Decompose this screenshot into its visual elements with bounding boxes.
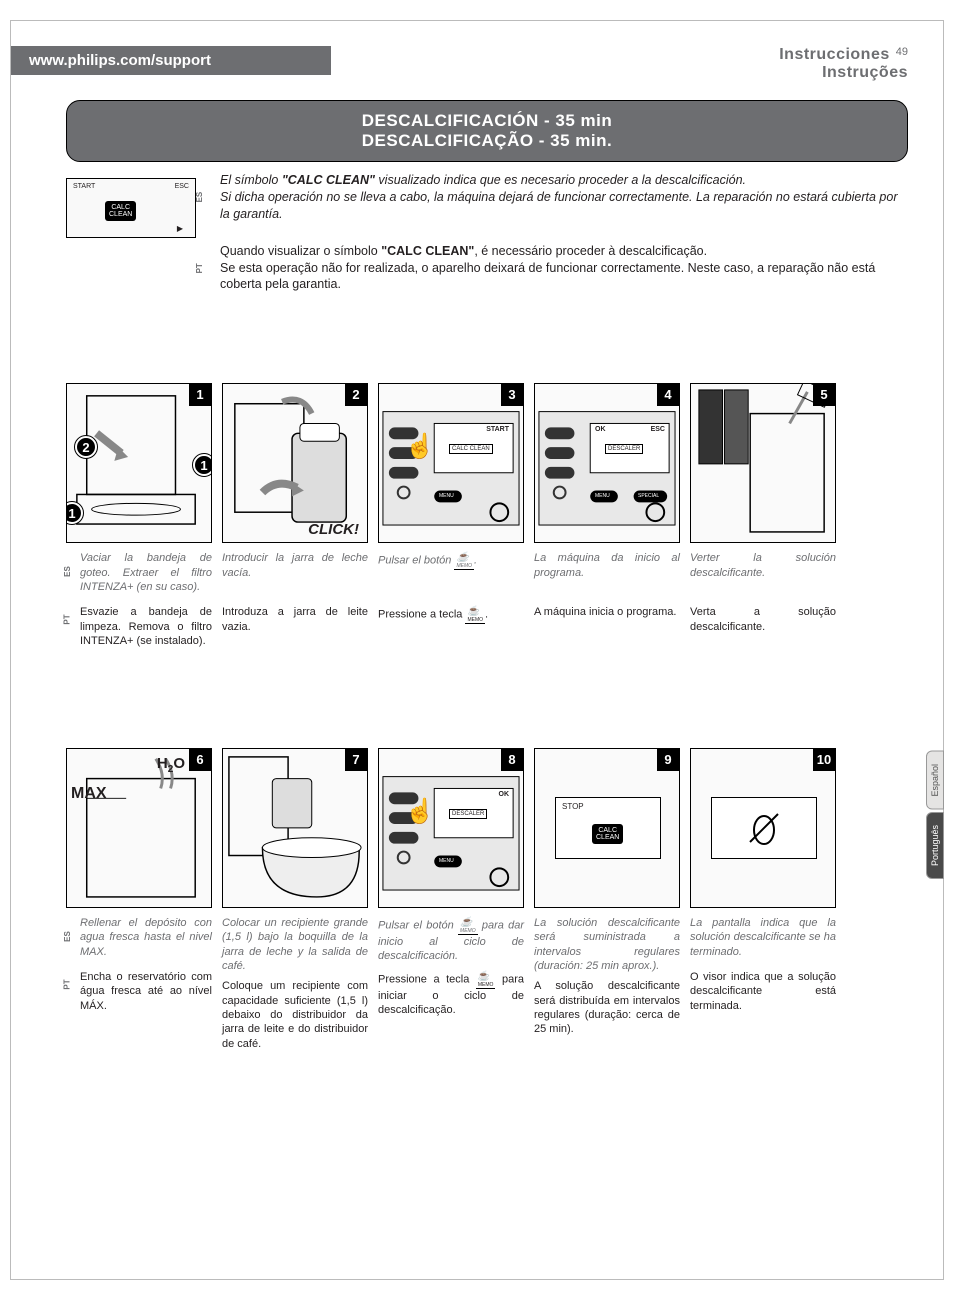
step-6: H2O MAX 6 ES PT Rellenar el depósito con… bbox=[66, 748, 212, 1051]
side-tab-pt[interactable]: Português bbox=[926, 812, 944, 879]
cup-icon: ☕MEMO bbox=[476, 970, 496, 989]
cup-icon: ☕MEMO bbox=[458, 916, 478, 935]
language-side-tabs: Español Português bbox=[926, 751, 944, 881]
intro-pt: PT Quando visualizar o símbolo "CALC CLE… bbox=[206, 243, 908, 294]
step-es-9: La solución descalcificante será suminis… bbox=[534, 916, 680, 973]
step-figure-8: OK DESCALER MENU ☝ 8 bbox=[378, 748, 524, 908]
intro-es-text: El símbolo "CALC CLEAN" visualizado indi… bbox=[220, 173, 898, 221]
arrow-icon: ▶ bbox=[177, 224, 183, 233]
step-2: CLICK! 2 Introducir la jarra de leche va… bbox=[222, 383, 368, 648]
step-figure-3: START CALC CLEAN MENU ☝ 3 bbox=[378, 383, 524, 543]
step-es-3: Pulsar el botón ☕MEMO. bbox=[378, 551, 524, 599]
step-number: 7 bbox=[345, 749, 367, 771]
step-pt-10: O visor indica que a solução descalcific… bbox=[690, 970, 836, 1013]
steps-row-2: H2O MAX 6 ES PT Rellenar el depósito con… bbox=[66, 748, 908, 1051]
section-title: DESCALCIFICACIÓN - 35 min DESCALCIFICAÇÃ… bbox=[66, 100, 908, 162]
step-figure-9: STOP CALCCLEAN 9 bbox=[534, 748, 680, 908]
step-number: 8 bbox=[501, 749, 523, 771]
esc-label: ESC bbox=[175, 183, 189, 190]
page-header: www.philips.com/support Instrucciones49 … bbox=[66, 46, 908, 82]
intro-block: START ESC CALCCLEAN ▶ ES El símbolo "CAL… bbox=[66, 172, 908, 293]
cup-icon: ☕MEMO bbox=[454, 551, 474, 570]
step-number: 5 bbox=[813, 384, 835, 406]
step-figure-1: 1 2 1 1 bbox=[66, 383, 212, 543]
step-figure-7: 7 bbox=[222, 748, 368, 908]
step-5: 5 Verter la solución descalcificante. Ve… bbox=[690, 383, 836, 648]
header-pt: Instruções bbox=[779, 64, 908, 82]
step-3: START CALC CLEAN MENU ☝ 3 Pulsar el botó… bbox=[378, 383, 524, 648]
step-number: 1 bbox=[189, 384, 211, 406]
step-4: OK ESC DESCALER MENU SPECIAL 4 La máquin… bbox=[534, 383, 680, 648]
intro-text: ES El símbolo "CALC CLEAN" visualizado i… bbox=[206, 172, 908, 293]
support-url: www.philips.com/support bbox=[11, 46, 331, 75]
manual-page: www.philips.com/support Instrucciones 49 … bbox=[10, 20, 944, 1280]
step-figure-4: OK ESC DESCALER MENU SPECIAL 4 bbox=[534, 383, 680, 543]
step-pt-4: A máquina inicia o programa. bbox=[534, 605, 680, 645]
step-pt-7: Coloque um recipiente com capacidade suf… bbox=[222, 979, 368, 1050]
step-es-1: Vaciar la bandeja de goteo. Extraer el f… bbox=[80, 551, 212, 599]
es-vtab: ES bbox=[63, 566, 72, 577]
es-tab: ES bbox=[195, 192, 206, 203]
step-10: 10 La pantalla indica que la solución de… bbox=[690, 748, 836, 1051]
lang-side: ES PT bbox=[66, 543, 80, 648]
step-9: STOP CALCCLEAN 9 La solución descalcific… bbox=[534, 748, 680, 1051]
step-pt-2: Introduza a jarra de leite vazia. bbox=[222, 605, 368, 645]
start-label: START bbox=[73, 183, 95, 190]
step-es-2: Introducir la jarra de leche vacía. bbox=[222, 551, 368, 599]
step-es-7: Colocar un recipiente grande (1,5 l) baj… bbox=[222, 916, 368, 973]
step-pt-5: Verta a solução descalcificante. bbox=[690, 605, 836, 645]
step-pt-9: A solução descalcificante será distribuí… bbox=[534, 979, 680, 1036]
step-figure-6: H2O MAX 6 bbox=[66, 748, 212, 908]
calc-clean-badge: CALCCLEAN bbox=[105, 201, 136, 221]
step-es-10: La pantalla indica que la solución desca… bbox=[690, 916, 836, 964]
step-number: 3 bbox=[501, 384, 523, 406]
es-vtab: ES bbox=[63, 931, 72, 942]
step-pt-8: Pressione a tecla ☕MEMO para iniciar o c… bbox=[378, 970, 524, 1018]
step-number: 6 bbox=[189, 749, 211, 771]
header-titles: Instrucciones 49 Instruções bbox=[779, 46, 908, 82]
step-pt-3: Pressione a tecla ☕MEMO. bbox=[378, 605, 524, 645]
page-number: 49 bbox=[896, 46, 908, 58]
step-figure-2: CLICK! 2 bbox=[222, 383, 368, 543]
calc-clean-display: START ESC CALCCLEAN ▶ bbox=[66, 178, 196, 238]
step-number: 10 bbox=[813, 749, 835, 771]
step-es-5: Verter la solución descalcificante. bbox=[690, 551, 836, 599]
step-es-4: La máquina da inicio al programa. bbox=[534, 551, 680, 599]
step-8: OK DESCALER MENU ☝ 8 Pulsar el botón ☕ME… bbox=[378, 748, 524, 1051]
step-figure-10: 10 bbox=[690, 748, 836, 908]
intro-es: ES El símbolo "CALC CLEAN" visualizado i… bbox=[206, 172, 908, 223]
step-pt-6: Encha o reservatório com água fresca até… bbox=[80, 970, 212, 1013]
step-es-6: Rellenar el depósito con agua fresca has… bbox=[80, 916, 212, 964]
pt-tab: PT bbox=[195, 263, 206, 273]
side-tab-es[interactable]: Español bbox=[926, 751, 944, 810]
step-1: 1 2 1 1 ES PT Vaciar la bandeja de goteo… bbox=[66, 383, 212, 648]
step-7: 7 Colocar un recipiente grande (1,5 l) b… bbox=[222, 748, 368, 1051]
title-pt: DESCALCIFICAÇÃO - 35 min. bbox=[97, 131, 877, 151]
step-pt-1: Esvazie a bandeja de limpeza. Remova o f… bbox=[80, 605, 212, 648]
header-es: Instrucciones bbox=[779, 46, 890, 63]
pt-vtab: PT bbox=[63, 980, 72, 990]
step-es-8: Pulsar el botón ☕MEMO para dar inicio al… bbox=[378, 916, 524, 964]
steps-row-1: 1 2 1 1 ES PT Vaciar la bandeja de goteo… bbox=[66, 383, 908, 648]
title-es: DESCALCIFICACIÓN - 35 min bbox=[97, 111, 877, 131]
step-number: 2 bbox=[345, 384, 367, 406]
lang-side: ES PT bbox=[66, 908, 80, 1013]
pt-vtab: PT bbox=[63, 615, 72, 625]
step-number: 4 bbox=[657, 384, 679, 406]
cup-icon: ☕MEMO bbox=[465, 605, 485, 624]
step-figure-5: 5 bbox=[690, 383, 836, 543]
step-number: 9 bbox=[657, 749, 679, 771]
intro-pt-text: Quando visualizar o símbolo "CALC CLEAN"… bbox=[220, 244, 875, 292]
